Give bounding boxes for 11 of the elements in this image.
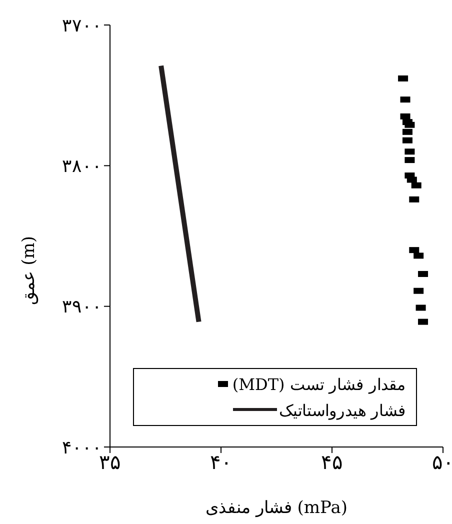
y-tick-label: ۳۷۰۰ xyxy=(62,15,102,36)
x-axis-title: فشار منفذی (mPa) xyxy=(205,498,348,518)
y-axis-title: عمق (m) xyxy=(19,236,40,305)
x-tick-label: ۴۵ xyxy=(321,450,343,474)
x-tick-label: ۴۰ xyxy=(210,450,232,474)
x-tick-label: ۳۵ xyxy=(99,450,121,474)
y-tick-label: ۳۸۰۰ xyxy=(62,156,102,178)
x-tick-label: ۵۰ xyxy=(432,450,452,474)
legend-label: مقدار فشار تست (MDT) xyxy=(232,374,406,394)
y-tick-label: ۳۹۰۰ xyxy=(62,296,102,318)
legend-label: فشار هیدرواستاتیک xyxy=(278,400,406,420)
